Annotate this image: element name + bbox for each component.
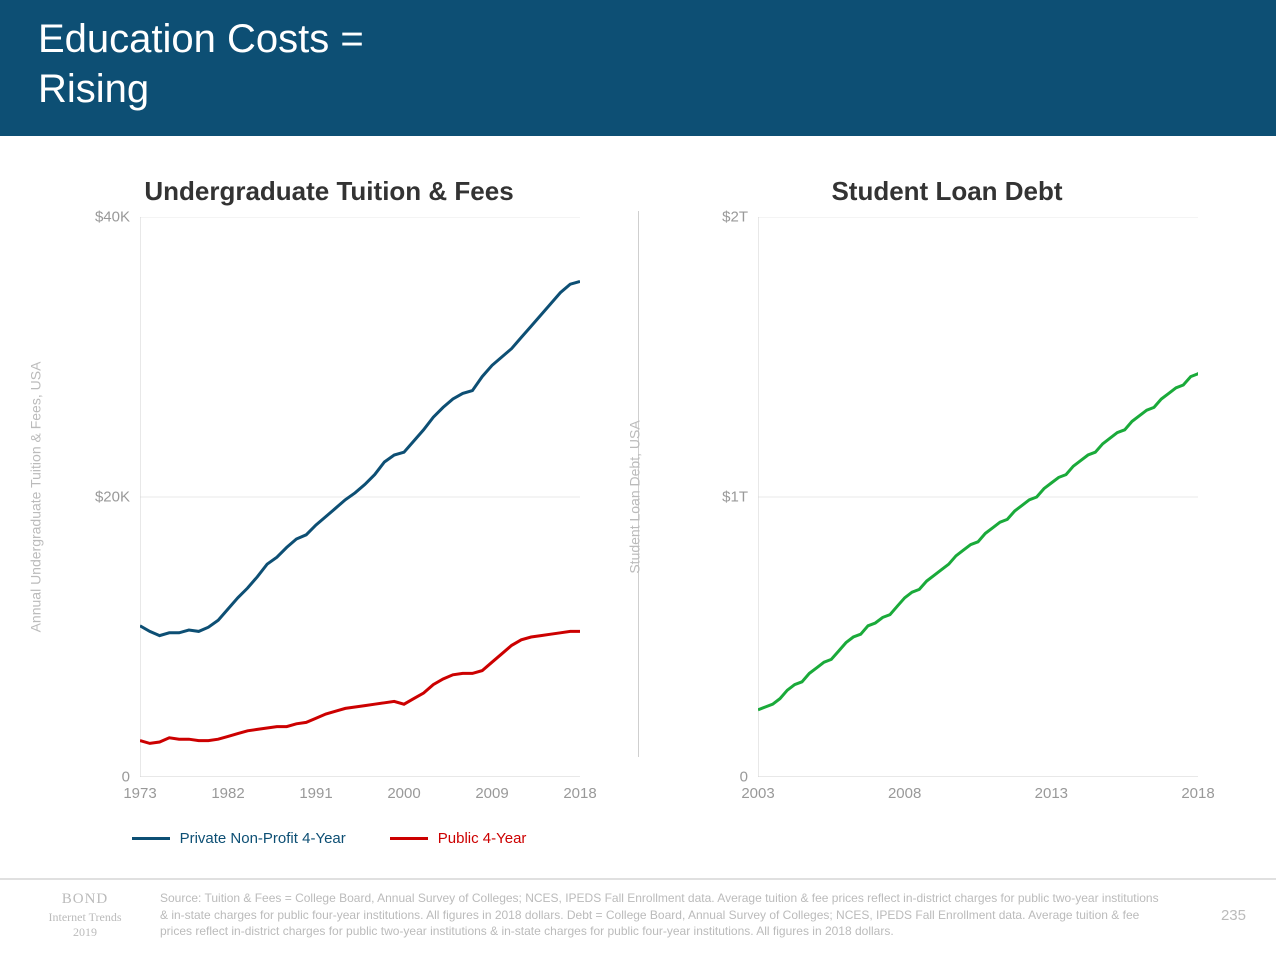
title-line-2: Rising (38, 67, 149, 111)
legend-swatch (132, 837, 170, 840)
x-tick-label: 1973 (123, 777, 156, 802)
legend-swatch (390, 837, 428, 840)
x-tick-label: 2008 (888, 777, 921, 802)
x-tick-label: 2000 (387, 777, 420, 802)
chart-svg (140, 217, 580, 777)
title-line-1: Education Costs = (38, 17, 364, 61)
legend-label: Public 4-Year (438, 830, 527, 847)
footer-year: 2019 (30, 925, 140, 941)
x-tick-label: 2018 (563, 777, 596, 802)
right-panel: Student Loan Debt Student Loan Debt, USA… (638, 176, 1256, 847)
x-tick-label: 2013 (1035, 777, 1068, 802)
left-chart: Annual Undergraduate Tuition & Fees, USA… (140, 217, 580, 777)
slide-title: Education Costs = Rising (38, 14, 1238, 114)
series-line (140, 281, 580, 635)
legend-item: Public 4-Year (390, 830, 527, 847)
y-tick-label: $20K (95, 489, 140, 506)
content-area: Undergraduate Tuition & Fees Annual Unde… (0, 136, 1276, 847)
y-tick-label: $2T (722, 209, 758, 226)
legend-item: Private Non-Profit 4-Year (132, 830, 346, 847)
y-tick-label: $40K (95, 209, 140, 226)
footer-brand: BOND (30, 890, 140, 910)
footer-source: Source: Tuition & Fees = College Board, … (140, 890, 1186, 939)
right-y-axis-label: Student Loan Debt, USA (627, 420, 643, 573)
chart-svg (758, 217, 1198, 777)
series-line (140, 631, 580, 743)
slide-header: Education Costs = Rising (0, 0, 1276, 136)
x-tick-label: 1991 (299, 777, 332, 802)
x-tick-label: 2003 (741, 777, 774, 802)
left-y-axis-label: Annual Undergraduate Tuition & Fees, USA (27, 362, 43, 633)
x-tick-label: 2009 (475, 777, 508, 802)
left-chart-legend: Private Non-Profit 4-Year Public 4-Year (20, 827, 638, 847)
right-chart-title: Student Loan Debt (638, 176, 1256, 207)
left-chart-title: Undergraduate Tuition & Fees (20, 176, 638, 207)
right-chart: Student Loan Debt, USA 0$1T$2T2003200820… (758, 217, 1198, 777)
footer-brand-block: BOND Internet Trends 2019 (30, 890, 140, 941)
slide-footer: BOND Internet Trends 2019 Source: Tuitio… (0, 878, 1276, 953)
x-tick-label: 2018 (1181, 777, 1214, 802)
left-panel: Undergraduate Tuition & Fees Annual Unde… (20, 176, 638, 847)
series-line (758, 365, 1198, 709)
footer-subtitle: Internet Trends (30, 910, 140, 926)
footer-page-number: 235 (1186, 907, 1246, 924)
x-tick-label: 1982 (211, 777, 244, 802)
y-tick-label: $1T (722, 489, 758, 506)
legend-label: Private Non-Profit 4-Year (180, 830, 346, 847)
